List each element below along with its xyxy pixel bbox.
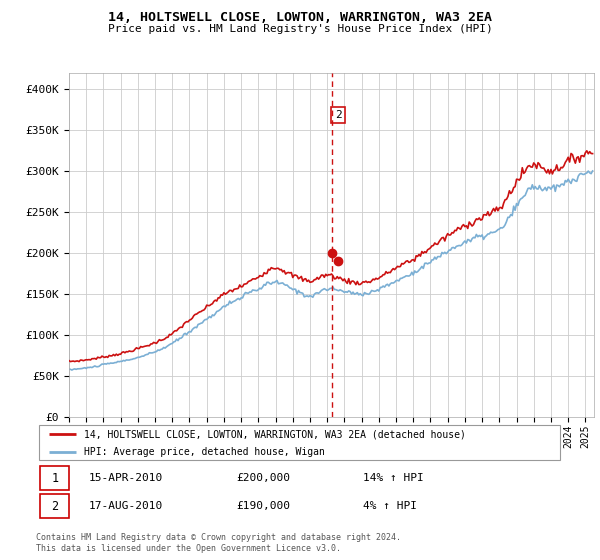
Text: 17-AUG-2010: 17-AUG-2010	[89, 501, 163, 511]
Text: HPI: Average price, detached house, Wigan: HPI: Average price, detached house, Wiga…	[83, 447, 325, 457]
Bar	[40, 466, 69, 490]
Text: 4% ↑ HPI: 4% ↑ HPI	[364, 501, 418, 511]
Text: Contains HM Land Registry data © Crown copyright and database right 2024.
This d: Contains HM Land Registry data © Crown c…	[36, 533, 401, 553]
Text: 2: 2	[51, 500, 58, 513]
Text: Price paid vs. HM Land Registry's House Price Index (HPI): Price paid vs. HM Land Registry's House …	[107, 24, 493, 34]
Text: 14, HOLTSWELL CLOSE, LOWTON, WARRINGTON, WA3 2EA (detached house): 14, HOLTSWELL CLOSE, LOWTON, WARRINGTON,…	[83, 430, 466, 440]
Text: 2: 2	[335, 110, 341, 120]
Text: 14% ↑ HPI: 14% ↑ HPI	[364, 473, 424, 483]
Text: 15-APR-2010: 15-APR-2010	[89, 473, 163, 483]
Bar	[40, 494, 69, 518]
Text: 1: 1	[51, 472, 58, 485]
Text: £190,000: £190,000	[236, 501, 290, 511]
Text: £200,000: £200,000	[236, 473, 290, 483]
Text: 14, HOLTSWELL CLOSE, LOWTON, WARRINGTON, WA3 2EA: 14, HOLTSWELL CLOSE, LOWTON, WARRINGTON,…	[108, 11, 492, 24]
